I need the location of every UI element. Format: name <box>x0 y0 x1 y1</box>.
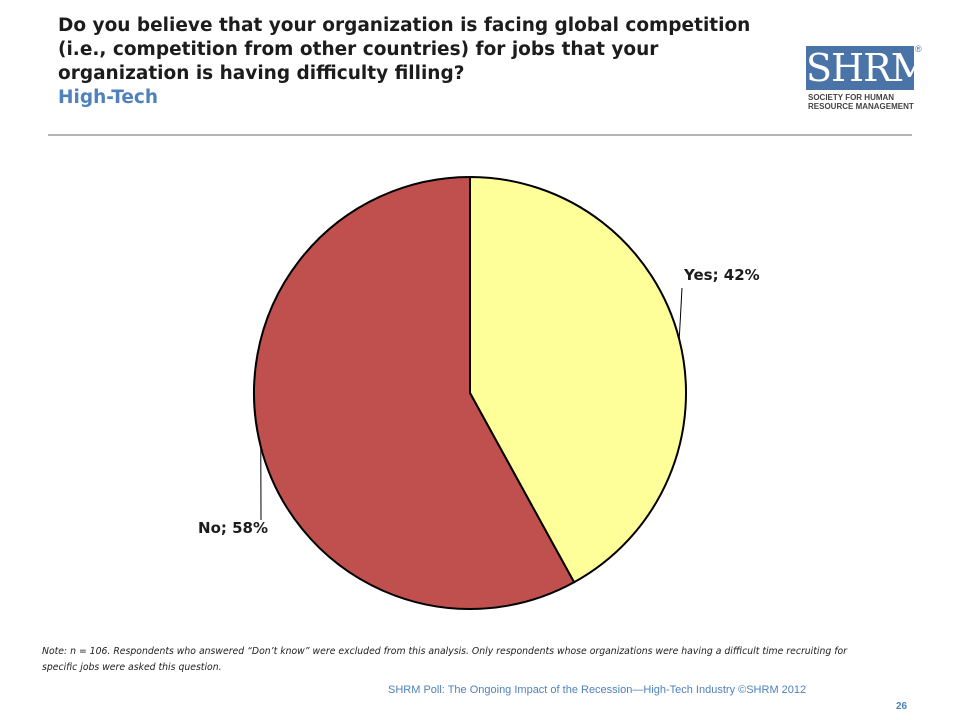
registered-mark: ® <box>915 44 922 54</box>
pie-slices <box>253 175 687 610</box>
question-text: Do you believe that your organization is… <box>58 15 751 84</box>
slide-title: Do you believe that your organization is… <box>58 14 788 110</box>
shrm-logo: SHRM ® SOCIETY FOR HUMAN RESOURCE MANAGE… <box>806 44 930 116</box>
logo-tagline-line-2: RESOURCE MANAGEMENT <box>808 102 914 111</box>
data-label-yes: Yes; 42% <box>683 266 760 284</box>
methodology-note: Note: n = 106. Respondents who answered … <box>42 646 847 673</box>
logo-tagline: SOCIETY FOR HUMAN RESOURCE MANAGEMENT <box>808 93 918 111</box>
pie-slice-yes <box>469 175 687 584</box>
logo-mark: SHRM <box>806 46 930 90</box>
leader-line-yes <box>678 287 683 340</box>
page-number: 26 <box>896 701 908 712</box>
data-label-no: No; 58% <box>198 519 268 537</box>
title-divider <box>48 134 912 136</box>
industry-subtitle: High-Tech <box>58 87 159 108</box>
slice-labels: Yes; 42% No; 58% <box>198 266 760 537</box>
logo-tagline-line-1: SOCIETY FOR HUMAN <box>808 93 895 102</box>
label-leaders <box>260 287 683 521</box>
pie-slice-no <box>253 175 576 610</box>
footer-citation: SHRM Poll: The Ongoing Impact of the Rec… <box>388 684 807 696</box>
